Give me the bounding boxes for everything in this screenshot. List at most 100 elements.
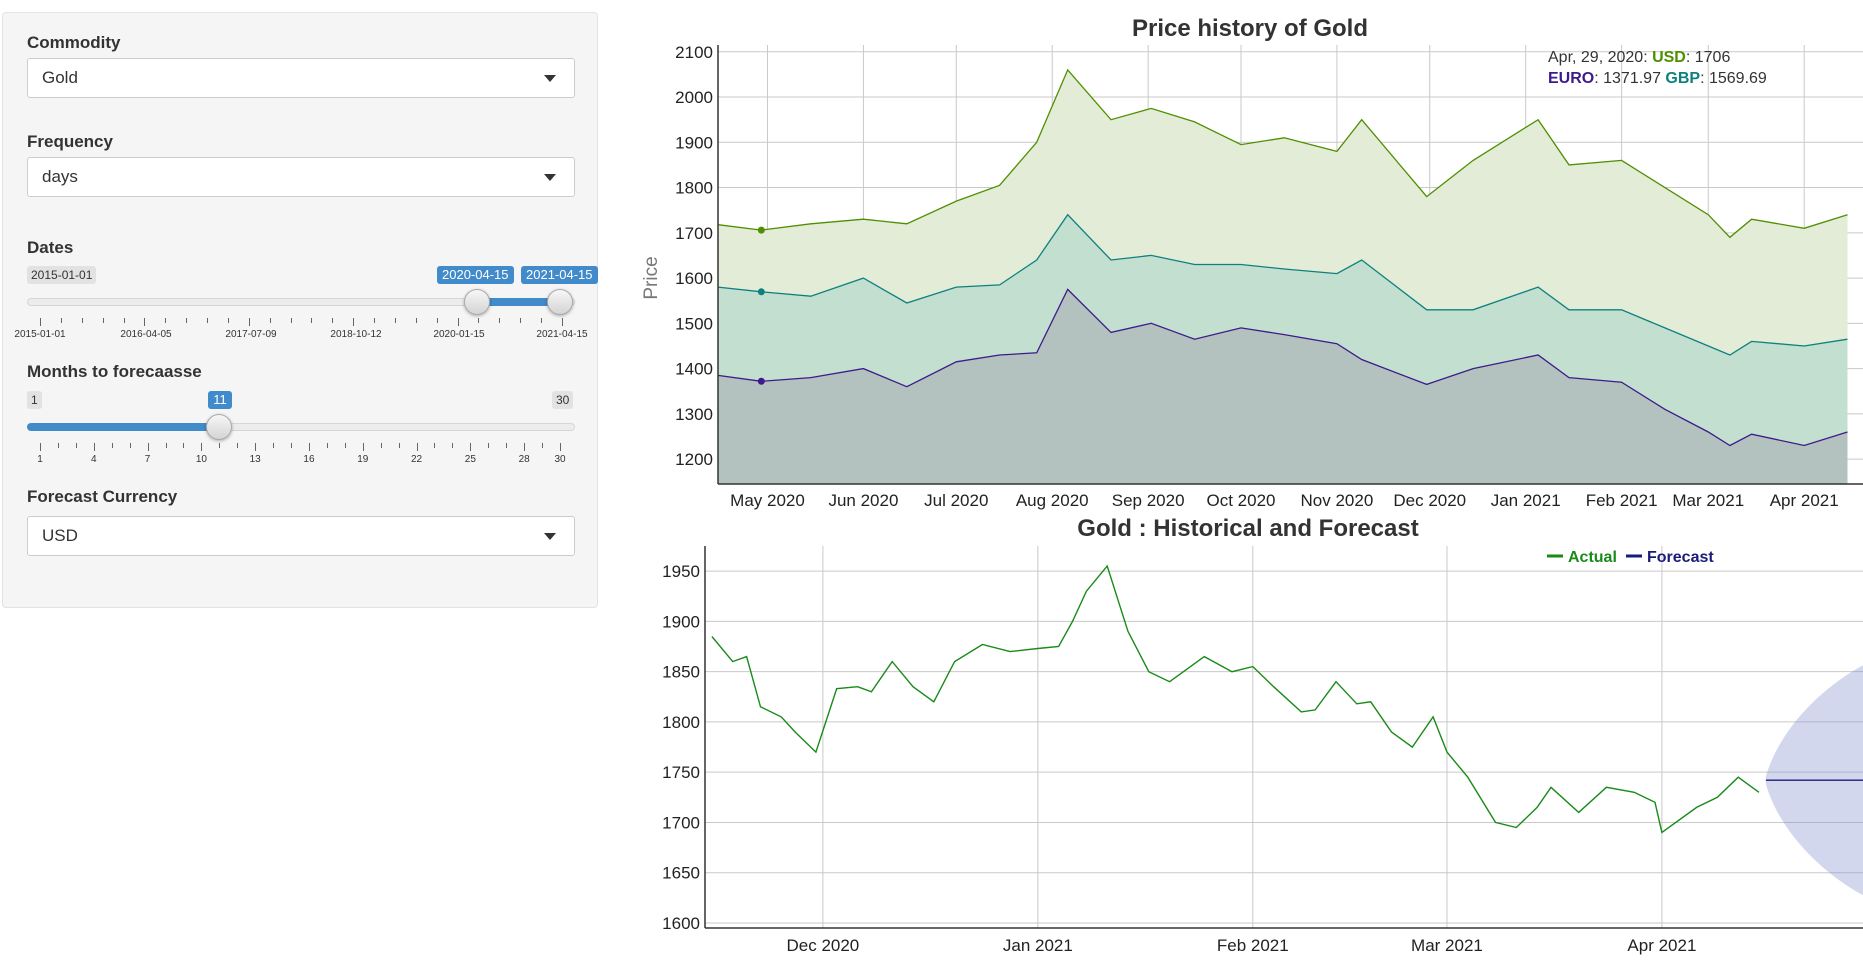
x-tick-label: Jan 2021 [1003, 936, 1073, 955]
chevron-down-icon [544, 533, 556, 540]
slider-tick [332, 318, 334, 323]
price-history-chart[interactable]: Price history of Gold Price 1200 1300 1400… [0, 0, 1863, 512]
slider-tick [499, 318, 501, 323]
months-tick-label: 4 [91, 454, 97, 465]
slider-tick [291, 443, 293, 448]
dates-tick-label: 2018-10-12 [330, 329, 382, 340]
x-tick-label: Nov 2020 [1301, 491, 1374, 510]
slider-tick [186, 318, 188, 323]
frequency-label: Frequency [27, 132, 113, 151]
slider-tick [60, 318, 62, 323]
months-tick-label: 28 [518, 454, 530, 465]
chart1-axes: 1200 1300 1400 1500 1600 1700 1800 1900 2000 2100… [675, 43, 1863, 510]
dates-tick-label: 2020-01-15 [433, 329, 485, 340]
months-tick-label: 19 [357, 454, 369, 465]
months-tick-label: 10 [195, 454, 207, 465]
y-tick-label: 1950 [662, 562, 700, 581]
dates-to-value: 2021-04-15 [521, 266, 598, 284]
hover-point-euro [757, 377, 765, 385]
x-tick-label: Feb 2021 [1217, 936, 1289, 955]
legend-actual-label: Actual [1568, 549, 1617, 566]
slider-tick [273, 443, 275, 448]
frequency-select-value: days [42, 167, 78, 186]
slider-tick [40, 318, 41, 326]
svg-text:EURO: 1371.97 GBP: 1569.69: EURO: 1371.97 GBP: 1569.69 [1548, 70, 1767, 87]
hover-date: Apr, 29, 2020 [1548, 49, 1643, 66]
dates-to-handle[interactable] [547, 289, 573, 315]
commodity-label: Commodity [27, 33, 121, 52]
x-tick-label: Oct 2020 [1206, 491, 1275, 510]
sidebar-panel: Commodity Gold Frequency days Dates 2015… [2, 12, 598, 608]
chart2-title: Gold : Historical and Forecast [1077, 515, 1418, 542]
slider-tick [326, 443, 328, 448]
x-tick-label: May 2020 [730, 491, 805, 510]
y-tick-label: 1900 [675, 133, 713, 152]
slider-tick [57, 443, 59, 448]
commodity-select[interactable]: Gold [27, 58, 575, 98]
chart2-grid [705, 546, 1863, 928]
slider-tick [237, 443, 239, 448]
chart1-hover-markers [757, 226, 765, 385]
x-tick-label: Mar 2021 [1672, 491, 1744, 510]
months-value: 11 [208, 391, 232, 409]
y-tick-label: 1800 [662, 713, 700, 732]
y-tick-label: 1600 [675, 269, 713, 288]
y-tick-label: 1650 [662, 864, 700, 883]
slider-tick [40, 443, 41, 451]
slider-tick [207, 318, 209, 323]
line-euro [717, 288, 1848, 447]
months-tick-label: 16 [303, 454, 315, 465]
chart1-title: Price history of Gold [1132, 15, 1368, 42]
dates-slider-track[interactable] [27, 298, 575, 306]
currency-select[interactable]: USD [27, 516, 575, 556]
months-tick-label: 1 [37, 454, 43, 465]
months-handle[interactable] [206, 414, 233, 440]
y-tick-label: 1750 [662, 763, 700, 782]
x-tick-label: Apr 2021 [1770, 491, 1839, 510]
months-max-label: 30 [552, 391, 574, 409]
currency-select-value: USD [42, 526, 78, 545]
dates-from-value: 2020-04-15 [437, 266, 514, 284]
dates-label: Dates [27, 238, 74, 257]
slider-tick [560, 443, 561, 451]
currency-label: Forecast Currency [27, 487, 178, 506]
dates-tick-label: 2015-01-01 [14, 329, 66, 340]
months-slider-fill [27, 423, 220, 431]
y-tick-label: 2000 [675, 88, 713, 107]
svg-text:Apr, 29, 2020: USD: 1706: Apr, 29, 2020: USD: 1706 [1548, 49, 1730, 66]
slider-tick [452, 443, 454, 448]
y-tick-label: 1800 [675, 179, 713, 198]
slider-tick [165, 443, 167, 448]
slider-tick [542, 443, 544, 448]
dates-tick-label: 2021-04-15 [536, 329, 588, 340]
y-tick-label: 1200 [675, 450, 713, 469]
x-tick-label: Dec 2020 [1393, 491, 1466, 510]
slider-tick [248, 318, 250, 326]
slider-tick [415, 318, 417, 323]
y-tick-label: 1700 [675, 224, 713, 243]
slider-tick [144, 318, 146, 326]
dates-from-handle[interactable] [464, 289, 490, 315]
slider-tick [362, 443, 364, 451]
x-tick-label: Sep 2020 [1112, 491, 1185, 510]
slider-tick [470, 443, 472, 451]
slider-tick [255, 443, 257, 451]
slider-tick [457, 318, 459, 326]
slider-tick [394, 318, 396, 323]
slider-tick [506, 443, 508, 448]
chart2-legend: Actual Forecast [1547, 549, 1714, 566]
slider-tick [269, 318, 271, 323]
slider-tick [562, 318, 563, 326]
frequency-select[interactable]: days [27, 157, 575, 197]
slider-tick [201, 443, 203, 451]
x-tick-label: Jan 2021 [1491, 491, 1561, 510]
slider-tick [75, 443, 77, 448]
slider-tick [147, 443, 149, 451]
slider-tick [111, 443, 113, 448]
slider-tick [129, 443, 131, 448]
y-tick-label: 1900 [662, 612, 700, 631]
hover-euro-value: 1371.97 [1603, 70, 1661, 87]
months-tick-label: 13 [249, 454, 261, 465]
chevron-down-icon [544, 174, 556, 181]
forecast-confidence-band [1765, 665, 1863, 896]
